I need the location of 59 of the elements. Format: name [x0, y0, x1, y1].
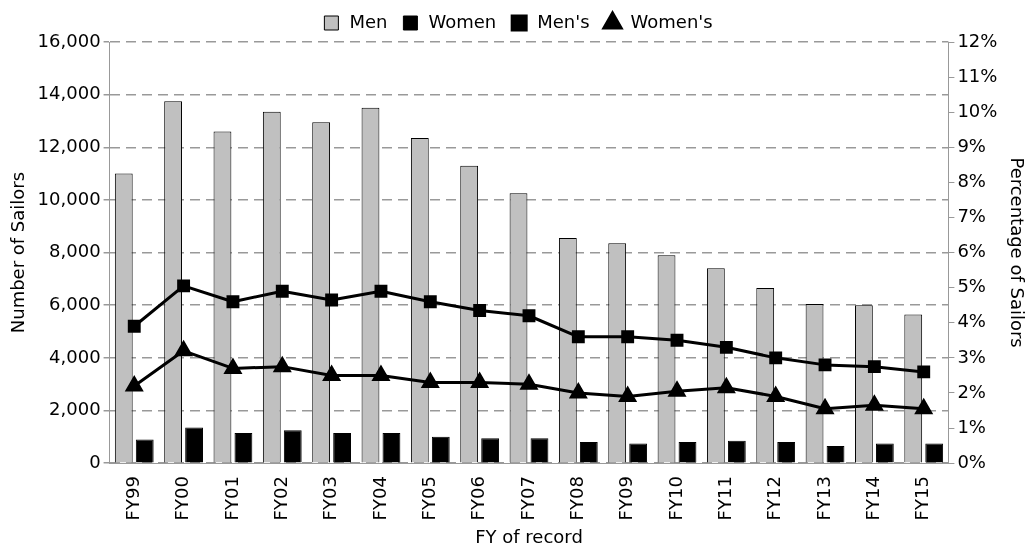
bar [185, 427, 203, 463]
y2-axis-title: Percentage of Sailors [1006, 157, 1028, 348]
x-tick-label: FY06 [467, 476, 489, 521]
bar [333, 432, 352, 463]
bar [777, 442, 796, 463]
legend-label: Women [428, 10, 497, 32]
y2-tick-label: 11% [957, 64, 998, 86]
bar [727, 440, 746, 463]
bar [283, 430, 302, 463]
y2-tick-label: 12% [957, 29, 998, 51]
x-tick-label: FY02 [269, 476, 291, 521]
y-tick-label: 12,000 [37, 134, 101, 156]
x-tick-label: FY00 [171, 476, 193, 521]
x-tick-label: FY07 [516, 476, 538, 521]
x-tick-label: FY11 [714, 476, 736, 521]
y-tick-label: 16,000 [37, 29, 101, 51]
y2-tick-label: 1% [957, 415, 986, 437]
y2-tick-label: 2% [957, 380, 986, 402]
y-tick-label: 10,000 [37, 187, 101, 209]
y2-tick-label: 5% [957, 275, 986, 297]
bar [678, 442, 697, 463]
y-tick-label: 14,000 [37, 82, 101, 104]
y-tick-label: 0 [89, 450, 101, 472]
y2-tick-label: 7% [957, 205, 986, 227]
legend-label: Women's [630, 10, 713, 32]
bar [431, 436, 450, 463]
y2-tick-label: 9% [957, 134, 986, 156]
x-tick-label: FY05 [417, 476, 439, 521]
bar [530, 438, 549, 463]
y2-tick-label: 6% [957, 240, 986, 262]
x-tick-label: FY03 [319, 476, 341, 521]
y-axis-title: Number of Sailors [7, 171, 29, 334]
y-tick-label: 8,000 [49, 240, 101, 262]
x-tick-label: FY99 [121, 476, 143, 521]
x-tick-label: FY09 [615, 476, 637, 521]
y2-tick-label: 0% [957, 450, 986, 472]
bar [579, 442, 598, 463]
x-tick-label: FY08 [566, 476, 587, 521]
x-tick-label: FY10 [664, 476, 686, 521]
y2-tick-label: 10% [957, 99, 998, 121]
x-tick-label: FY01 [220, 476, 242, 521]
bar [382, 432, 401, 463]
x-tick-label: FY04 [368, 476, 390, 521]
x-tick-label: FY15 [911, 476, 933, 521]
y-tick-label: 2,000 [49, 398, 101, 420]
x-axis-title: FY of record [475, 525, 583, 547]
bar [135, 439, 154, 463]
y-tick-label: 4,000 [49, 345, 101, 367]
x-tick-label: FY14 [862, 476, 884, 521]
x-tick-label: FY12 [763, 476, 785, 521]
x-tick-label: FY13 [812, 476, 834, 521]
legend-label: Men [349, 10, 388, 32]
bar [481, 438, 500, 463]
y2-tick-label: 8% [957, 170, 986, 192]
y-tick-label: 6,000 [49, 292, 101, 314]
y2-tick-label: 3% [957, 345, 986, 367]
legend-label: Men's [537, 10, 590, 32]
bar [234, 432, 253, 463]
y2-tick-label: 4% [957, 310, 986, 332]
